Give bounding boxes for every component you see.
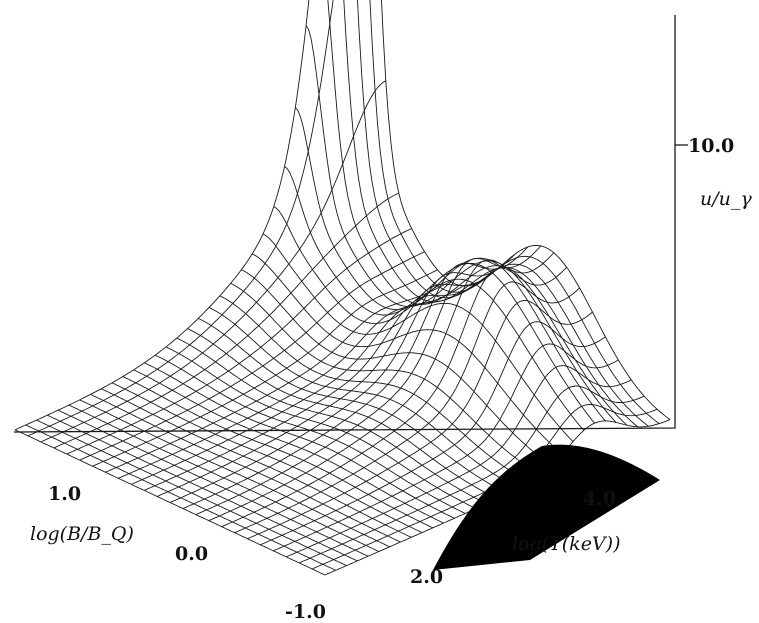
mesh-line-const-t	[273, 206, 585, 431]
mesh-line-const-t	[101, 388, 412, 538]
mesh-line-const-t	[241, 269, 552, 467]
mesh-line-const-t	[294, 107, 606, 422]
mesh-line-const-t	[187, 328, 498, 500]
x-tick-label: 0.0	[175, 543, 208, 565]
z-axis-line	[13, 15, 676, 433]
z-tick-label: 10.0	[688, 135, 734, 157]
mesh-line-const-t	[208, 307, 520, 490]
mesh-line-const-t	[284, 166, 595, 424]
y-tick-label: 4.0	[583, 488, 616, 510]
mesh-line-const-t	[14, 429, 326, 576]
x-tick-label: 1.0	[48, 483, 81, 505]
x-tick-label: -1.0	[285, 601, 326, 623]
mesh-line-const-t	[47, 414, 358, 562]
z-axis-label: u/u_γ	[700, 188, 752, 210]
mesh-line-const-t	[90, 393, 401, 543]
mesh-line-const-t	[369, 0, 660, 424]
mesh-line-const-t	[343, 0, 638, 428]
mesh-line-const-b	[27, 0, 334, 437]
mesh-line-const-t	[357, 0, 649, 427]
mesh-line-const-b	[144, 275, 490, 491]
mesh-line-const-t	[198, 317, 509, 495]
surface-mesh	[14, 0, 671, 576]
mesh-line-const-t	[176, 337, 487, 505]
mesh-line-const-t	[305, 25, 617, 423]
mesh-line-const-t	[111, 382, 423, 534]
mesh-line-const-t	[251, 253, 563, 455]
surface-shaded-side	[433, 444, 660, 570]
mesh-line-const-t	[262, 233, 574, 442]
mesh-line-const-t	[122, 376, 433, 529]
mesh-line-const-t	[133, 369, 444, 524]
mesh-line-const-t	[230, 282, 541, 476]
mesh-line-const-b	[182, 246, 529, 509]
mesh-line-const-t	[165, 346, 477, 510]
y-axis-label: log(T(keV))	[512, 533, 620, 555]
mesh-line-const-t	[25, 424, 336, 571]
mesh-line-const-b	[40, 80, 387, 443]
mesh-line-const-t	[155, 354, 466, 514]
mesh-line-const-t	[219, 295, 531, 484]
x-axis-label: log(B/B_Q)	[30, 523, 134, 545]
mesh-line-const-t	[144, 362, 455, 519]
mesh-line-const-t	[36, 419, 347, 567]
mesh-line-const-t	[380, 0, 671, 420]
mesh-line-const-t	[79, 399, 390, 548]
mesh-line-const-t	[57, 409, 369, 557]
mesh-line-const-b	[14, 0, 310, 431]
mesh-line-const-t	[68, 404, 380, 552]
mesh-line-const-t	[327, 0, 628, 426]
y-tick-label: 2.0	[410, 566, 443, 588]
